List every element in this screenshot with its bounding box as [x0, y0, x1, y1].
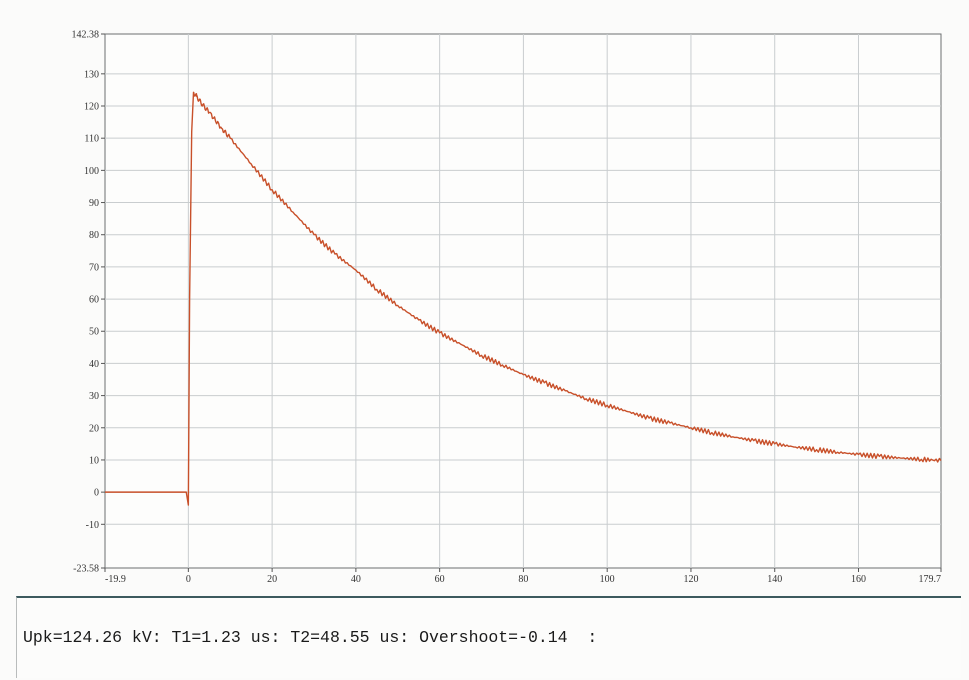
- y-tick-label: 20: [89, 423, 99, 434]
- x-tick-label: 140: [767, 574, 782, 585]
- x-tick-label: 160: [851, 574, 866, 585]
- y-tick-label: 60: [89, 295, 99, 306]
- y-tick-label: -23.58: [73, 564, 99, 575]
- y-tick-label: 90: [89, 198, 99, 209]
- waveform-line: [105, 91, 942, 506]
- x-tick-label: 60: [435, 574, 445, 585]
- y-tick-label: -10: [86, 520, 99, 531]
- measurement-readout: Upk=124.26 kV: T1=1.23 us: T2=48.55 us: …: [23, 628, 598, 647]
- y-tick-label: 100: [84, 166, 99, 177]
- y-tick-label: 120: [84, 102, 99, 113]
- x-tick-label: 100: [600, 574, 615, 585]
- x-tick-label: 20: [267, 574, 277, 585]
- y-tick-label: 130: [84, 69, 99, 80]
- y-tick-label: 30: [89, 391, 99, 402]
- y-tick-label: 50: [89, 327, 99, 338]
- y-tick-label: 0: [94, 488, 99, 499]
- y-tick-label: 40: [89, 359, 99, 370]
- grid-lines: [105, 34, 941, 568]
- x-tick-label: -19.9: [105, 574, 126, 585]
- y-tick-label: 70: [89, 262, 99, 273]
- y-tick-label: 80: [89, 230, 99, 241]
- x-tick-label: 120: [683, 574, 698, 585]
- measurement-status-bar: Upk=124.26 kV: T1=1.23 us: T2=48.55 us: …: [16, 596, 961, 678]
- x-tick-label: 179.7: [919, 574, 942, 585]
- series-layer: [105, 91, 942, 506]
- y-tick-label: 10: [89, 455, 99, 466]
- x-tick-label: 40: [351, 574, 361, 585]
- y-tick-label: 142.38: [72, 30, 100, 41]
- y-tick-label: 110: [84, 134, 99, 145]
- y-axis-ticks: 142.381301201101009080706050403020100-10…: [72, 30, 105, 575]
- x-axis-ticks: -19.9 0 20 40 60 80 100 120 140 160 179.7: [104, 568, 942, 585]
- x-tick-label: 0: [186, 574, 191, 585]
- waveform-chart: 142.381301201101009080706050403020100-10…: [72, 30, 942, 585]
- x-tick-label: 80: [518, 574, 528, 585]
